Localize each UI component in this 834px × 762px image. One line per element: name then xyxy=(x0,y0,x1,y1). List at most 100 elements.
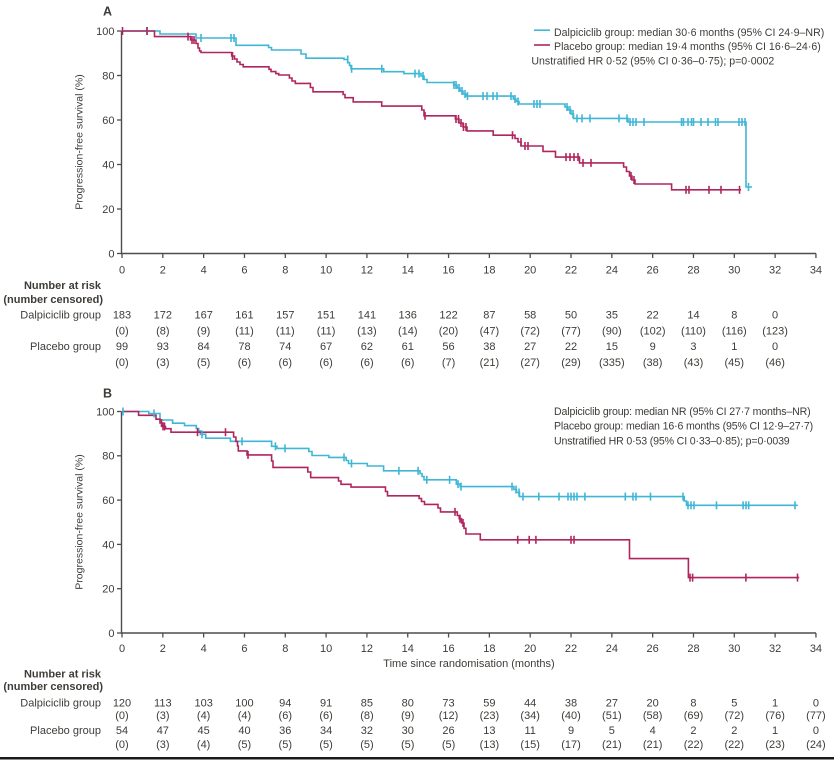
svg-text:Number at risk: Number at risk xyxy=(24,669,102,681)
svg-text:73: 73 xyxy=(442,697,454,709)
svg-text:38: 38 xyxy=(565,697,577,709)
svg-text:(23): (23) xyxy=(765,739,785,751)
svg-text:26: 26 xyxy=(647,265,659,277)
svg-text:24: 24 xyxy=(606,265,618,277)
svg-text:67: 67 xyxy=(320,341,332,353)
svg-text:(29): (29) xyxy=(561,357,581,369)
svg-text:Dalpiciclib group: Dalpiciclib group xyxy=(20,697,101,709)
svg-text:28: 28 xyxy=(687,643,699,655)
svg-text:(4): (4) xyxy=(197,739,210,751)
svg-text:20: 20 xyxy=(102,204,114,216)
svg-text:4: 4 xyxy=(650,725,656,737)
svg-text:32: 32 xyxy=(769,265,781,277)
svg-text:(21): (21) xyxy=(480,357,500,369)
svg-text:(46): (46) xyxy=(765,357,785,369)
svg-text:2: 2 xyxy=(160,265,166,277)
svg-text:(6): (6) xyxy=(279,357,292,369)
svg-text:161: 161 xyxy=(235,310,253,322)
svg-text:61: 61 xyxy=(402,341,414,353)
svg-text:36: 36 xyxy=(279,725,291,737)
svg-text:20: 20 xyxy=(102,584,114,596)
svg-text:(6): (6) xyxy=(401,357,414,369)
svg-text:(110): (110) xyxy=(681,325,706,337)
svg-text:141: 141 xyxy=(358,310,376,322)
svg-text:0: 0 xyxy=(119,265,125,277)
svg-text:78: 78 xyxy=(238,341,250,353)
svg-text:2: 2 xyxy=(731,725,737,737)
svg-text:(number censored): (number censored) xyxy=(3,294,103,306)
svg-text:8: 8 xyxy=(731,310,737,322)
svg-text:(9): (9) xyxy=(401,710,414,722)
svg-text:(7): (7) xyxy=(442,357,455,369)
svg-text:0: 0 xyxy=(772,341,778,353)
svg-text:3: 3 xyxy=(690,341,696,353)
svg-text:18: 18 xyxy=(483,265,495,277)
svg-text:(11): (11) xyxy=(235,325,254,337)
svg-text:22: 22 xyxy=(647,310,659,322)
svg-text:(77): (77) xyxy=(806,710,826,722)
svg-text:100: 100 xyxy=(96,26,114,38)
svg-text:(6): (6) xyxy=(238,357,251,369)
svg-text:Progression-free survival (%): Progression-free survival (%) xyxy=(74,454,86,589)
svg-text:(number censored): (number censored) xyxy=(3,681,103,693)
svg-text:59: 59 xyxy=(483,697,495,709)
svg-text:136: 136 xyxy=(399,310,417,322)
svg-text:34: 34 xyxy=(810,265,822,277)
svg-text:(15): (15) xyxy=(520,739,540,751)
svg-text:22: 22 xyxy=(565,341,577,353)
svg-text:(6): (6) xyxy=(319,710,332,722)
svg-text:45: 45 xyxy=(198,725,210,737)
svg-text:(47): (47) xyxy=(480,325,500,337)
svg-text:(12): (12) xyxy=(439,710,459,722)
svg-text:28: 28 xyxy=(687,265,699,277)
svg-text:22: 22 xyxy=(565,643,577,655)
svg-text:(69): (69) xyxy=(684,710,704,722)
svg-text:26: 26 xyxy=(442,725,454,737)
svg-text:(5): (5) xyxy=(401,739,414,751)
svg-text:Unstratified HR 0·53 (95% CI 0: Unstratified HR 0·53 (95% CI 0·33–0·85);… xyxy=(554,435,790,447)
svg-text:Dalpiciclib group: median NR (: Dalpiciclib group: median NR (95% CI 27·… xyxy=(554,406,811,418)
svg-text:(11): (11) xyxy=(317,325,336,337)
svg-text:167: 167 xyxy=(194,310,212,322)
svg-text:22: 22 xyxy=(565,265,577,277)
svg-text:Placebo group: median 16·6 mon: Placebo group: median 16·6 months (95% C… xyxy=(554,421,813,433)
svg-text:(38): (38) xyxy=(643,357,663,369)
svg-text:14: 14 xyxy=(402,265,414,277)
svg-text:24: 24 xyxy=(606,643,618,655)
svg-text:80: 80 xyxy=(102,70,114,82)
svg-text:20: 20 xyxy=(524,265,536,277)
svg-text:9: 9 xyxy=(568,725,574,737)
svg-text:(8): (8) xyxy=(360,710,373,722)
svg-text:113: 113 xyxy=(154,697,172,709)
svg-text:Placebo group: median 19·4 mon: Placebo group: median 19·4 months (95% C… xyxy=(554,41,821,53)
svg-text:8: 8 xyxy=(282,643,288,655)
svg-text:2: 2 xyxy=(160,643,166,655)
svg-text:103: 103 xyxy=(194,697,212,709)
svg-text:(24): (24) xyxy=(806,739,826,751)
svg-text:80: 80 xyxy=(402,697,414,709)
svg-text:5: 5 xyxy=(609,725,615,737)
svg-text:84: 84 xyxy=(198,341,210,353)
svg-text:Dalpiciclib group: Dalpiciclib group xyxy=(20,310,101,322)
svg-text:94: 94 xyxy=(279,697,291,709)
svg-text:(5): (5) xyxy=(442,739,455,751)
svg-text:(21): (21) xyxy=(602,739,622,751)
svg-text:4: 4 xyxy=(201,643,207,655)
svg-text:74: 74 xyxy=(279,341,291,353)
svg-text:(23): (23) xyxy=(480,710,500,722)
svg-text:(11): (11) xyxy=(276,325,295,337)
svg-text:122: 122 xyxy=(439,310,457,322)
svg-text:(335): (335) xyxy=(599,357,625,369)
svg-text:(4): (4) xyxy=(197,710,210,722)
svg-text:60: 60 xyxy=(102,115,114,127)
svg-text:27: 27 xyxy=(524,341,536,353)
svg-text:34: 34 xyxy=(810,643,822,655)
svg-text:(0): (0) xyxy=(115,739,128,751)
svg-text:Time since randomisation (mont: Time since randomisation (months) xyxy=(383,658,554,670)
svg-text:16: 16 xyxy=(442,265,454,277)
svg-text:(72): (72) xyxy=(520,325,540,337)
svg-text:20: 20 xyxy=(647,697,659,709)
svg-text:1: 1 xyxy=(772,697,778,709)
svg-text:32: 32 xyxy=(769,643,781,655)
svg-text:10: 10 xyxy=(320,643,332,655)
